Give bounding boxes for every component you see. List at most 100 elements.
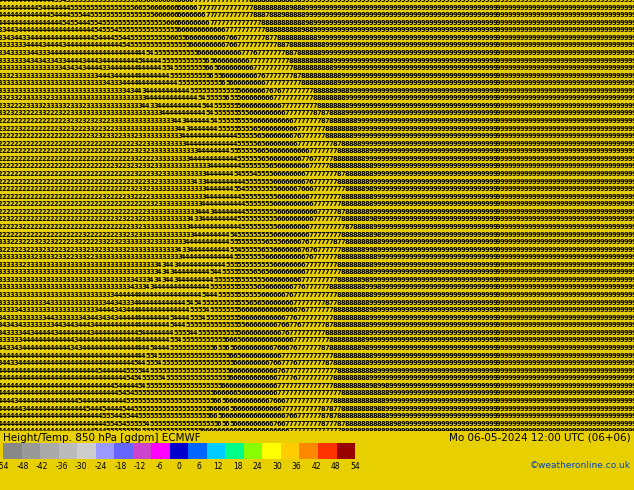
Text: 9: 9	[345, 57, 349, 64]
Text: 9: 9	[404, 254, 409, 260]
Text: 9: 9	[488, 4, 493, 11]
Text: 9: 9	[377, 103, 381, 109]
Text: 3: 3	[161, 201, 166, 207]
Text: 8: 8	[309, 50, 313, 56]
Text: 9: 9	[448, 4, 453, 11]
Text: 9: 9	[384, 65, 389, 71]
Text: 9: 9	[496, 43, 501, 49]
Text: 9: 9	[408, 413, 413, 419]
Text: 3: 3	[189, 171, 194, 177]
Text: 7: 7	[297, 125, 301, 132]
Text: 9: 9	[580, 231, 585, 238]
Text: 6: 6	[221, 73, 226, 79]
Text: 8: 8	[313, 96, 318, 101]
Text: 9: 9	[536, 141, 541, 147]
Text: 9: 9	[472, 164, 477, 170]
Text: 2: 2	[61, 239, 66, 245]
Text: 9: 9	[436, 406, 441, 412]
Text: 6: 6	[221, 27, 226, 33]
Text: 9: 9	[468, 73, 473, 79]
Text: 4: 4	[30, 27, 34, 33]
Text: 9: 9	[624, 330, 628, 336]
Text: 5: 5	[257, 178, 261, 185]
Text: 7: 7	[288, 322, 294, 328]
Text: 5: 5	[221, 375, 226, 381]
Text: 9: 9	[377, 338, 381, 343]
Text: 9: 9	[528, 141, 533, 147]
Text: 3: 3	[58, 80, 62, 86]
Text: 2: 2	[22, 194, 26, 200]
Text: 6: 6	[245, 96, 250, 101]
Text: 9: 9	[528, 375, 533, 381]
Text: 8: 8	[285, 12, 289, 18]
Text: 6: 6	[257, 345, 261, 351]
Text: 2: 2	[34, 148, 38, 154]
Text: 2: 2	[0, 125, 3, 132]
Text: 5: 5	[217, 338, 221, 343]
Text: 9: 9	[480, 292, 485, 298]
Text: 9: 9	[616, 277, 620, 283]
Text: 4: 4	[61, 383, 66, 389]
Text: 4: 4	[42, 345, 46, 351]
Text: 7: 7	[309, 398, 313, 404]
Text: 9: 9	[524, 428, 529, 434]
Text: 8: 8	[321, 43, 325, 49]
Text: 4: 4	[241, 209, 245, 215]
Text: 9: 9	[544, 239, 548, 245]
Text: 6: 6	[281, 148, 285, 154]
Text: 4: 4	[229, 194, 233, 200]
Text: 5: 5	[201, 307, 205, 313]
Text: 3: 3	[181, 171, 186, 177]
Text: 9: 9	[552, 406, 557, 412]
Text: 8: 8	[285, 35, 289, 41]
Text: 5: 5	[201, 57, 205, 64]
Text: 7: 7	[273, 57, 278, 64]
Text: 2: 2	[113, 178, 118, 185]
Text: 9: 9	[380, 209, 385, 215]
Text: 2: 2	[105, 217, 110, 222]
Text: 2: 2	[30, 239, 34, 245]
Text: 9: 9	[532, 103, 536, 109]
Text: 3: 3	[25, 88, 30, 94]
Text: 9: 9	[560, 125, 564, 132]
Text: 9: 9	[484, 383, 489, 389]
Text: 6: 6	[261, 270, 266, 275]
Text: 4: 4	[18, 20, 22, 25]
Text: 9: 9	[544, 171, 548, 177]
Text: 2: 2	[0, 224, 3, 230]
Text: 5: 5	[253, 201, 257, 207]
Text: 9: 9	[624, 391, 628, 396]
Text: 5: 5	[165, 27, 170, 33]
Text: 9: 9	[432, 322, 437, 328]
Text: 9: 9	[608, 164, 612, 170]
Text: 4: 4	[105, 368, 110, 374]
Text: 8: 8	[353, 360, 357, 366]
Text: 9: 9	[484, 50, 489, 56]
Text: 9: 9	[373, 125, 377, 132]
Text: 9: 9	[417, 224, 421, 230]
Text: 4: 4	[213, 133, 217, 139]
Text: 9: 9	[377, 307, 381, 313]
Text: 9: 9	[516, 96, 521, 101]
Text: 9: 9	[448, 65, 453, 71]
Text: 5: 5	[249, 285, 254, 291]
Text: 9: 9	[337, 80, 341, 86]
Text: 9: 9	[588, 88, 592, 94]
Text: 5: 5	[237, 299, 242, 306]
Text: 9: 9	[592, 239, 597, 245]
Text: 9: 9	[516, 338, 521, 343]
Text: 9: 9	[444, 239, 449, 245]
Text: 4: 4	[49, 345, 54, 351]
Text: 9: 9	[464, 88, 469, 94]
Text: 9: 9	[424, 12, 429, 18]
Text: 9: 9	[600, 80, 604, 86]
Text: 8: 8	[261, 12, 266, 18]
Text: 5: 5	[193, 73, 198, 79]
Text: 6: 6	[253, 270, 257, 275]
Text: 9: 9	[504, 322, 508, 328]
Text: 9: 9	[488, 0, 493, 3]
Text: 7: 7	[309, 406, 313, 412]
Text: 4: 4	[0, 368, 3, 374]
Text: 3: 3	[2, 285, 6, 291]
Text: 9: 9	[540, 322, 545, 328]
